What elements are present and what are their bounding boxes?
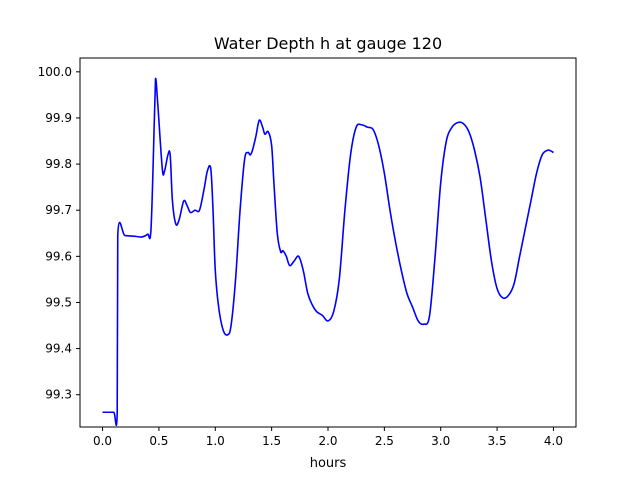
x-tick-label: 2.0 xyxy=(318,434,337,448)
data-layer xyxy=(102,77,554,426)
x-tick-label: 3.0 xyxy=(431,434,450,448)
y-tick-label: 99.7 xyxy=(45,203,72,217)
chart-title: Water Depth h at gauge 120 xyxy=(214,34,442,53)
tick-layer: 0.0 0.5 1.0 1.5 2.0 2.5 3.0 3.5 4.0 99.3 99.4 99.5 9… xyxy=(38,65,563,448)
x-tick-label: 4.0 xyxy=(544,434,563,448)
x-tick-label: 3.5 xyxy=(488,434,507,448)
y-tick-label: 99.6 xyxy=(45,249,72,263)
axes-frame xyxy=(79,57,577,428)
x-tick-label: 2.5 xyxy=(375,434,394,448)
x-tick-label: 1.5 xyxy=(262,434,281,448)
y-tick-label: 99.9 xyxy=(45,111,72,125)
x-axis-label: hours xyxy=(310,456,347,471)
y-tick-label: 99.5 xyxy=(45,295,72,309)
y-tick-label: 99.3 xyxy=(45,388,72,402)
y-tick-label: 99.4 xyxy=(45,342,72,356)
series-line xyxy=(102,77,554,426)
x-tick-label: 0.5 xyxy=(149,434,168,448)
y-tick-label: 100.0 xyxy=(38,65,72,79)
x-tick-label: 1.0 xyxy=(206,434,225,448)
y-tick-label: 99.8 xyxy=(45,157,72,171)
x-tick-label: 0.0 xyxy=(93,434,112,448)
